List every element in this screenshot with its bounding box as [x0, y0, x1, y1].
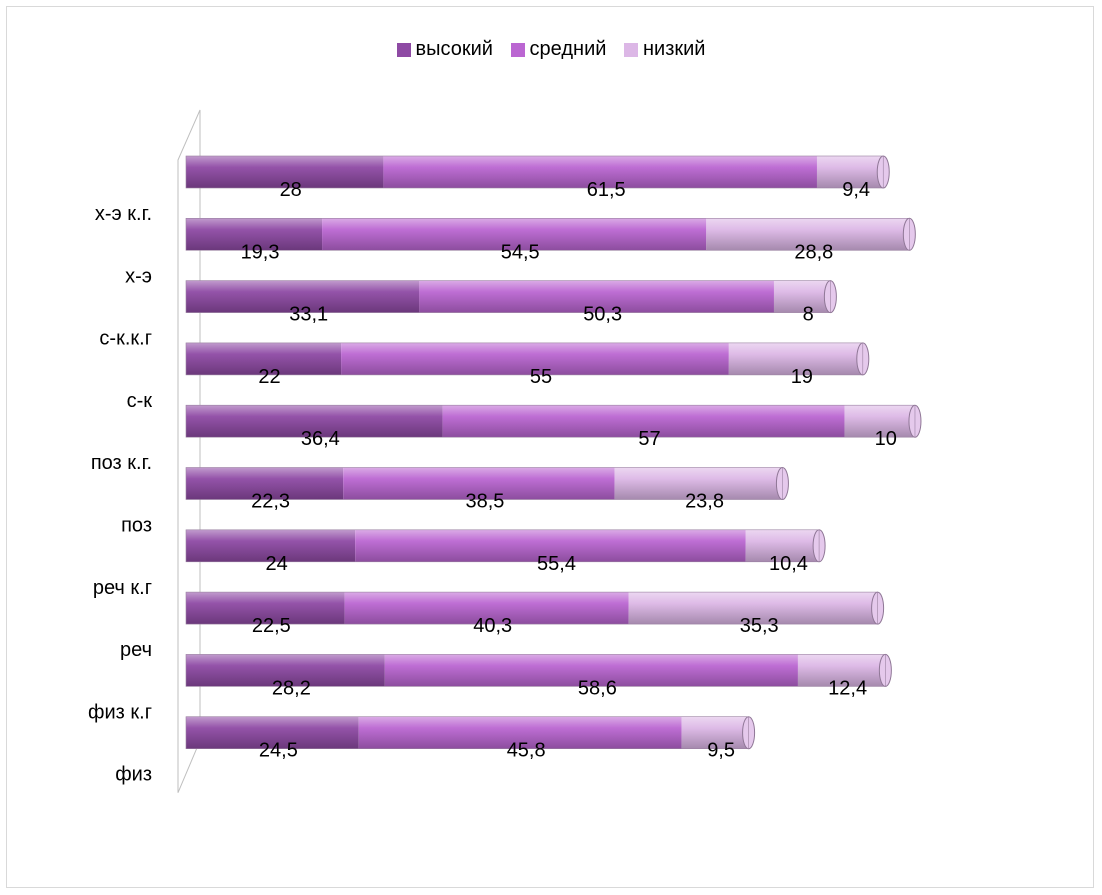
bar-2-7	[628, 592, 878, 625]
bar-2-5	[614, 467, 783, 500]
category-label-7: реч	[120, 639, 152, 661]
value-label-1-8: 58,6	[578, 677, 617, 699]
bar-2-9	[681, 716, 749, 749]
value-label-0-7: 22,5	[252, 615, 291, 637]
bar-0-0	[186, 156, 384, 188]
bar-outline-2	[185, 280, 831, 313]
bar-0-4	[186, 405, 443, 438]
bar-outline-8	[185, 654, 886, 687]
legend-item-high: высокий	[396, 38, 493, 61]
bar-0-3	[186, 342, 342, 375]
bar-0-8	[186, 654, 385, 687]
category-label-3: с-к	[127, 390, 153, 412]
value-label-2-3: 19	[791, 366, 813, 388]
bar-1-0	[383, 156, 817, 188]
bar-outline-5	[185, 467, 783, 500]
bar-2-1	[706, 218, 910, 251]
bar-1-3	[341, 342, 729, 375]
value-label-2-8: 12,4	[828, 677, 867, 699]
value-label-0-8: 28,2	[272, 677, 311, 699]
value-label-1-4: 57	[638, 428, 660, 450]
category-label-8: физ к.г	[88, 701, 152, 723]
category-label-9: физ	[115, 764, 152, 786]
bar-outline-4	[185, 404, 916, 438]
category-label-0: х-э к.г.	[95, 203, 152, 225]
category-label-2: с-к.к.г	[99, 328, 152, 350]
bar-0-6	[186, 529, 356, 562]
legend: высокий средний низкий	[0, 38, 1102, 63]
value-label-1-1: 54,5	[501, 241, 540, 263]
value-label-1-0: 61,5	[587, 179, 626, 201]
bar-outline-7	[185, 591, 878, 625]
legend-label-mid: средний	[529, 38, 607, 60]
legend-item-mid: средний	[510, 38, 607, 61]
value-label-2-2: 8	[803, 304, 814, 326]
value-label-0-2: 33,1	[289, 304, 328, 326]
bar-2-3	[728, 342, 863, 375]
bar-1-9	[358, 716, 682, 749]
category-label-1: х-э	[125, 265, 152, 287]
value-label-2-1: 28,8	[794, 241, 833, 263]
value-label-1-2: 50,3	[583, 304, 622, 326]
bar-2-6	[745, 529, 820, 562]
legend-label-high: высокий	[415, 38, 493, 60]
bar-outline-0	[185, 155, 884, 189]
value-label-2-9: 9,5	[707, 740, 735, 762]
category-label-4: поз к.г.	[91, 452, 152, 474]
legend-swatch-low	[623, 42, 638, 57]
bar-1-1	[322, 218, 707, 251]
bar-outline-6	[185, 529, 820, 563]
bar-outline-9	[185, 716, 749, 750]
legend-swatch-high	[396, 42, 411, 57]
bar-2-0	[816, 156, 884, 188]
value-label-2-5: 23,8	[685, 491, 724, 513]
value-label-1-6: 55,4	[537, 553, 576, 575]
bar-0-9	[186, 716, 359, 749]
bar-2-4	[844, 405, 915, 438]
axis-wall	[177, 109, 201, 793]
bar-1-5	[343, 467, 615, 500]
value-label-0-5: 22,3	[251, 491, 290, 513]
value-label-1-9: 45,8	[507, 740, 546, 762]
legend-item-low: низкий	[623, 38, 706, 61]
bar-0-7	[186, 592, 345, 625]
bar-outline-1	[185, 218, 910, 251]
value-label-2-4: 10	[875, 428, 897, 450]
bar-1-8	[384, 654, 798, 687]
bar-1-4	[442, 405, 845, 438]
category-label-5: поз	[121, 515, 152, 537]
value-label-1-3: 55	[530, 366, 552, 388]
value-label-2-0: 9,4	[842, 179, 870, 201]
bar-2-2	[773, 280, 831, 313]
category-label-6: реч к.г	[93, 577, 152, 599]
legend-swatch-mid	[510, 42, 525, 57]
value-label-2-7: 35,3	[740, 615, 779, 637]
value-label-1-7: 40,3	[473, 615, 512, 637]
bar-0-2	[186, 280, 420, 313]
bar-1-6	[355, 529, 746, 562]
bar-outline-3	[185, 342, 864, 376]
bar-1-7	[344, 592, 629, 625]
value-label-0-0: 28	[280, 179, 302, 201]
legend-label-low: низкий	[642, 38, 706, 60]
bar-0-5	[186, 467, 344, 500]
bar-2-8	[797, 654, 886, 687]
bar-1-2	[419, 280, 774, 313]
value-label-0-1: 19,3	[241, 241, 280, 263]
value-label-0-4: 36,4	[301, 428, 340, 450]
value-label-2-6: 10,4	[769, 553, 808, 575]
value-label-0-3: 22	[258, 366, 280, 388]
value-label-0-9: 24,5	[259, 740, 298, 762]
value-label-0-6: 24	[265, 553, 287, 575]
value-label-1-5: 38,5	[465, 491, 504, 513]
bar-0-1	[186, 218, 323, 251]
